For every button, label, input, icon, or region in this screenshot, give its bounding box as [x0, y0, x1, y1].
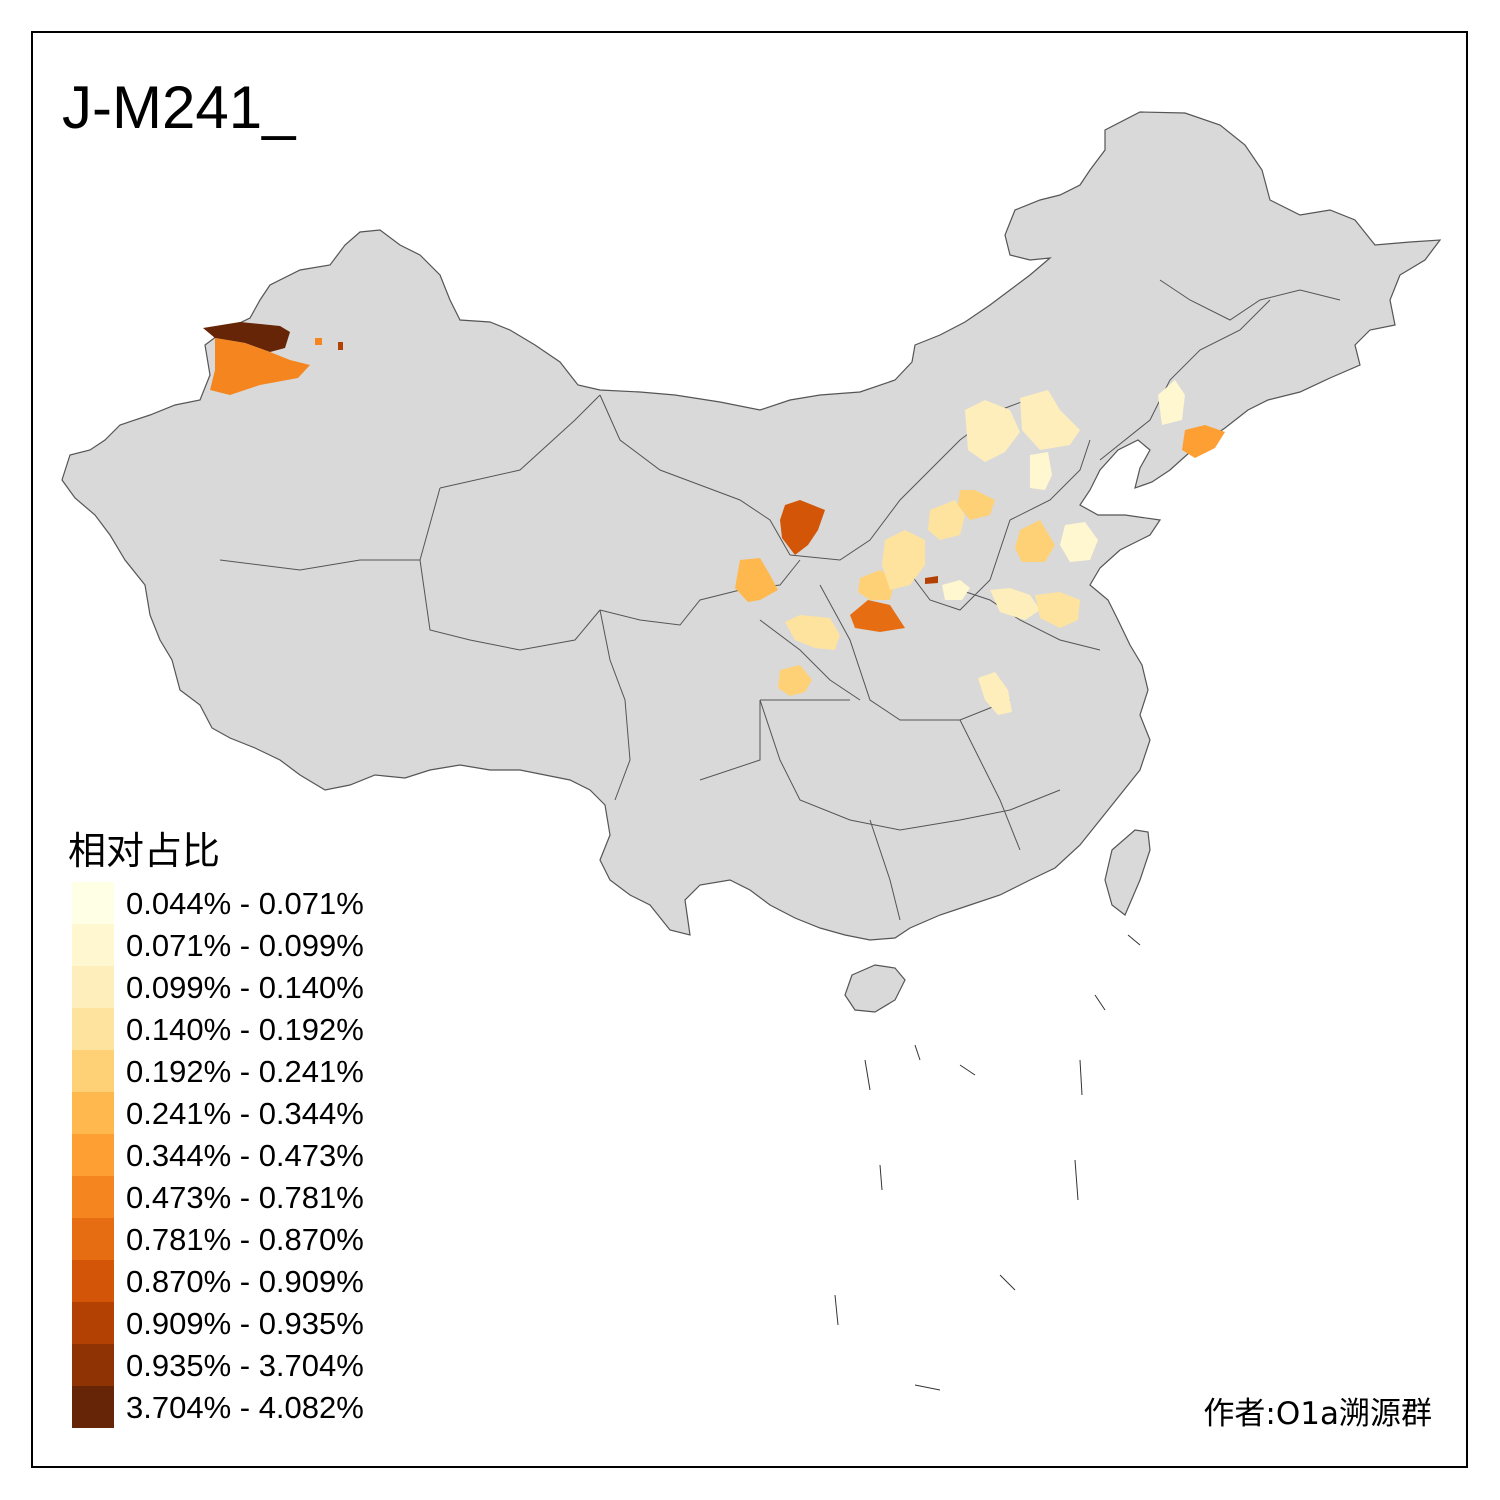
legend-item: 3.704% - 4.082% — [72, 1386, 432, 1428]
legend-swatch — [72, 882, 114, 924]
legend-item: 0.909% - 0.935% — [72, 1302, 432, 1344]
china-mainland — [61, 111, 1442, 941]
legend-label: 0.071% - 0.099% — [126, 928, 364, 963]
hainan-island — [844, 964, 906, 1013]
legend-item: 0.935% - 3.704% — [72, 1344, 432, 1386]
legend-label: 0.044% - 0.071% — [126, 886, 364, 921]
legend-item: 0.140% - 0.192% — [72, 1008, 432, 1050]
legend-title: 相对占比 — [68, 829, 221, 873]
legend-label: 0.344% - 0.473% — [126, 1138, 364, 1173]
region-gansu — [735, 558, 778, 602]
region-shanxi-c — [928, 500, 965, 540]
legend-swatch — [72, 1386, 114, 1428]
taiwan-island — [1104, 829, 1151, 916]
legend-label: 0.909% - 0.935% — [126, 1306, 364, 1341]
legend: 0.044% - 0.071% 0.071% - 0.099% 0.099% - 0… — [72, 882, 432, 1428]
legend-item: 0.099% - 0.140% — [72, 966, 432, 1008]
legend-swatch — [72, 1092, 114, 1134]
legend-swatch — [72, 1344, 114, 1386]
region-shanxi-b — [882, 530, 925, 590]
region-shaanxi-south — [850, 600, 905, 632]
region-liaoning-east — [1182, 425, 1225, 458]
region-xinjiang-north-dark — [203, 322, 290, 352]
legend-label: 0.192% - 0.241% — [126, 1054, 364, 1089]
legend-item: 0.044% - 0.071% — [72, 882, 432, 924]
legend-item: 0.344% - 0.473% — [72, 1134, 432, 1176]
data-regions — [203, 322, 1225, 715]
region-shandong-west — [1015, 520, 1055, 562]
legend-swatch — [72, 1260, 114, 1302]
region-hebei-north-b — [1020, 390, 1080, 450]
legend-swatch — [72, 1218, 114, 1260]
region-shandong-central — [1060, 522, 1098, 562]
region-anhui-hubei — [978, 672, 1012, 715]
province-borders — [219, 279, 1341, 921]
region-sichuan — [785, 615, 840, 650]
legend-item: 0.192% - 0.241% — [72, 1050, 432, 1092]
legend-item: 0.473% - 0.781% — [72, 1176, 432, 1218]
region-chongqing — [778, 665, 812, 696]
legend-swatch — [72, 1008, 114, 1050]
region-ningxia — [780, 500, 825, 555]
region-hebei-central — [958, 490, 995, 520]
region-henan-dark — [925, 576, 938, 584]
region-jiangsu-b — [1035, 592, 1080, 628]
legend-item: 0.241% - 0.344% — [72, 1092, 432, 1134]
legend-swatch — [72, 1176, 114, 1218]
south-sea-islands — [834, 934, 1141, 1391]
map-title: J-M241_ — [62, 74, 296, 141]
legend-item: 0.071% - 0.099% — [72, 924, 432, 966]
region-xinjiang-north-orange — [210, 338, 310, 395]
legend-label: 0.870% - 0.909% — [126, 1264, 364, 1299]
legend-label: 0.241% - 0.344% — [126, 1096, 364, 1131]
map-frame — [31, 31, 1468, 1468]
region-xinjiang-small-b — [338, 342, 343, 350]
legend-item: 0.870% - 0.909% — [72, 1260, 432, 1302]
region-hebei-north-a — [965, 400, 1020, 462]
legend-label: 0.099% - 0.140% — [126, 970, 364, 1005]
legend-label: 0.781% - 0.870% — [126, 1222, 364, 1257]
legend-label: 3.704% - 4.082% — [126, 1390, 364, 1425]
region-shanxi-a — [858, 570, 895, 600]
legend-swatch — [72, 966, 114, 1008]
legend-swatch — [72, 1302, 114, 1344]
legend-label: 0.935% - 3.704% — [126, 1348, 364, 1383]
region-jiangsu-a — [990, 588, 1040, 620]
legend-swatch — [72, 1134, 114, 1176]
legend-label: 0.473% - 0.781% — [126, 1180, 364, 1215]
legend-swatch — [72, 924, 114, 966]
legend-swatch — [72, 1050, 114, 1092]
region-xinjiang-small-a — [315, 338, 322, 345]
legend-label: 0.140% - 0.192% — [126, 1012, 364, 1047]
region-liaoning — [1158, 380, 1185, 425]
legend-item: 0.781% - 0.870% — [72, 1218, 432, 1260]
author-credit: 作者:O1a溯源群 — [1203, 1396, 1432, 1432]
region-tianjin — [1030, 452, 1052, 490]
region-henan-east — [942, 580, 970, 600]
